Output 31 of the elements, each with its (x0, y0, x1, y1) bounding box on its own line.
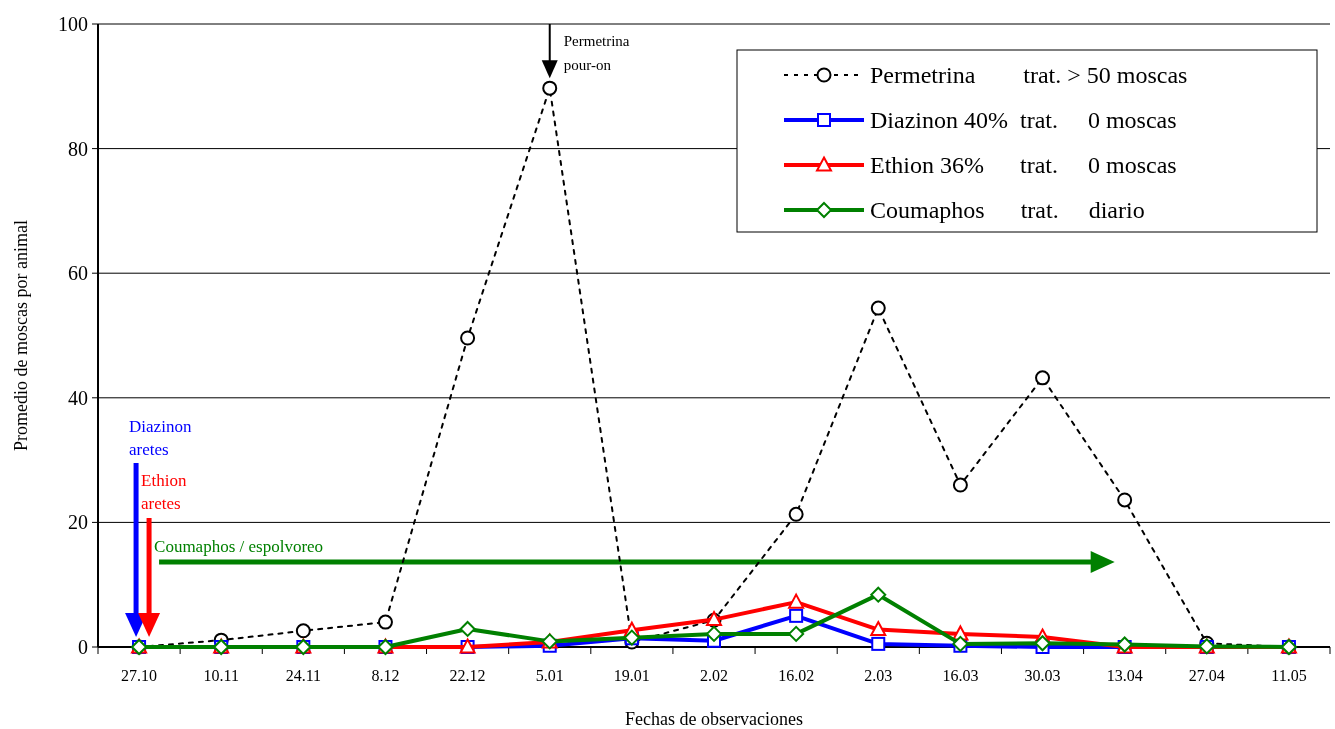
y-tick-label: 60 (68, 262, 88, 285)
annotation: Permetrina pour-on (563, 33, 630, 73)
x-tick-label: 27.04 (1188, 667, 1225, 684)
y-tick-label: 100 (58, 13, 88, 35)
legend-label: Permetrina trat. > 50 moscas (870, 62, 1188, 89)
x-axis-title: Fechas de observaciones (625, 709, 803, 729)
y-tick-label: 0 (78, 636, 88, 658)
annotation: Diazinon aretes (129, 417, 192, 459)
annotation: Coumaphos / espolvoreo (154, 537, 324, 556)
x-tick-label: 30.03 (1024, 667, 1061, 684)
x-tick-label: 2.02 (700, 667, 728, 684)
x-tick-label: 2.03 (864, 667, 893, 684)
x-tick-label: 8.12 (371, 667, 400, 684)
x-tick-label: 24.11 (285, 667, 322, 684)
x-tick-label: 22.12 (449, 667, 486, 684)
x-tick-label: 27.10 (121, 667, 158, 684)
x-tick-label: 10.11 (203, 667, 239, 684)
legend-label: Ethion 36% trat. 0 moscas (870, 152, 1177, 179)
legend-label: Diazinon 40% trat. 0 moscas (870, 107, 1177, 134)
y-tick-label: 40 (68, 386, 88, 409)
y-tick-label: 20 (68, 511, 88, 534)
x-tick-label: 11.05 (1271, 667, 1307, 684)
legend-label: Coumaphos trat. diario (870, 197, 1145, 224)
x-tick-label: 19.01 (613, 667, 650, 684)
annotation: Ethion aretes (141, 471, 187, 513)
x-tick-label: 16.03 (942, 667, 979, 684)
y-axis-title: Promedio de moscas por animal (11, 220, 31, 451)
x-tick-label: 5.01 (535, 667, 564, 684)
y-tick-label: 80 (68, 137, 88, 160)
x-tick-label: 13.04 (1106, 667, 1143, 684)
x-tick-label: 16.02 (778, 667, 815, 684)
